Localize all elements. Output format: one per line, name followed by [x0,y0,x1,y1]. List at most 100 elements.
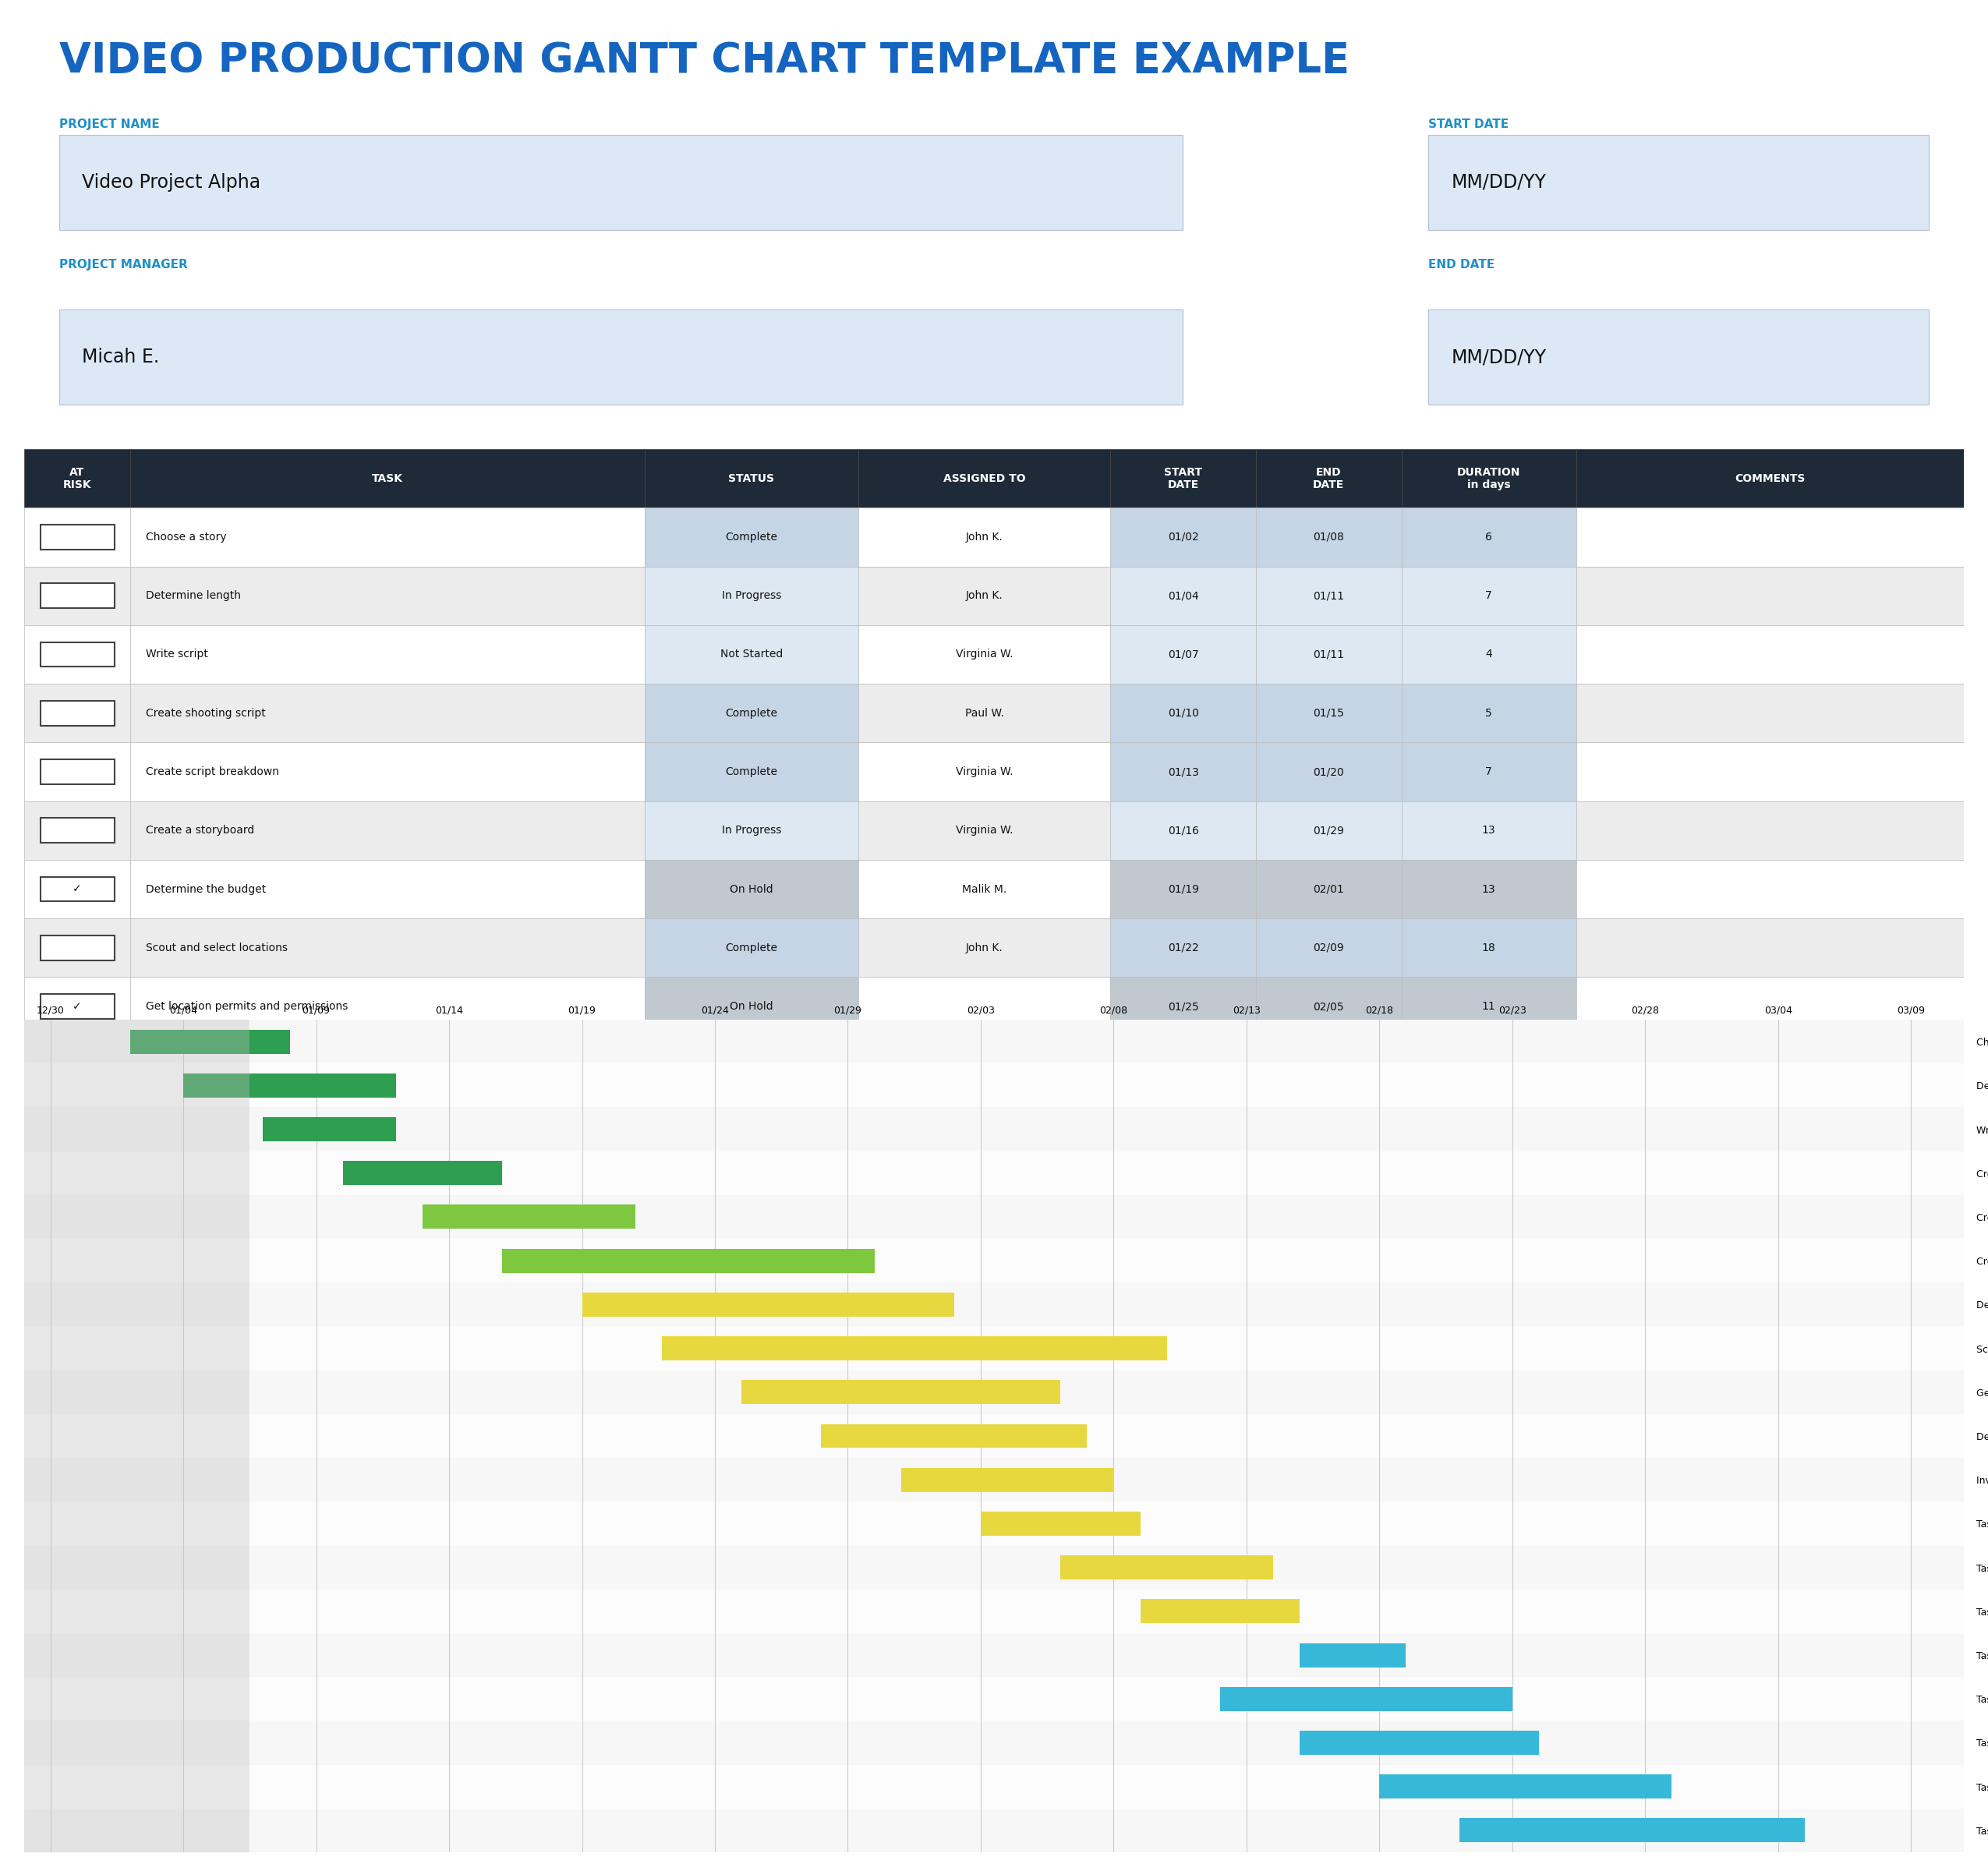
Bar [1402,449,1576,507]
Bar [40,584,113,608]
Bar [24,449,131,507]
Bar [40,994,113,1020]
Text: 13: 13 [1481,825,1495,836]
Bar [1459,1819,1805,1843]
Text: Complete: Complete [726,707,777,718]
Bar [1402,1037,1576,1095]
Bar [859,743,1111,801]
Bar [859,861,1111,919]
Text: Determine length: Determine length [145,589,241,601]
Bar [24,683,131,743]
Text: 01/10: 01/10 [1167,707,1199,718]
Text: 01/20: 01/20 [1314,767,1344,776]
Text: 7: 7 [1485,589,1493,601]
Text: 9: 9 [1485,1059,1493,1070]
Text: In Progress: In Progress [722,825,781,836]
Bar [859,625,1111,683]
Bar [131,1037,644,1095]
Text: 02/01: 02/01 [1314,883,1344,894]
Bar [24,1284,1964,1327]
Bar [1111,449,1256,507]
Bar [582,1293,954,1317]
Text: 01/07: 01/07 [1167,649,1199,660]
Text: START DATE: START DATE [1427,118,1509,131]
Text: Get location permits and permissions: Get location permits and permissions [145,1001,348,1012]
Bar [644,977,859,1037]
Bar [662,1336,1167,1360]
Text: END DATE: END DATE [1427,258,1495,269]
Text: VIDEO PRODUCTION GANTT CHART TEMPLATE EXAMPLE: VIDEO PRODUCTION GANTT CHART TEMPLATE EX… [60,41,1350,80]
Bar [60,135,1183,230]
Text: Malik M.: Malik M. [962,883,1006,894]
Text: 01/08: 01/08 [1314,531,1344,543]
Bar [859,1037,1111,1095]
Text: 01/16: 01/16 [1167,825,1199,836]
Bar [24,1239,1964,1284]
Bar [1221,1688,1513,1710]
Text: MM/DD/YY: MM/DD/YY [1451,172,1547,191]
Text: ✓: ✓ [74,883,82,894]
Text: 13: 13 [1481,883,1495,894]
Bar [644,567,859,625]
Bar [40,524,113,550]
Bar [1427,309,1928,404]
Bar [1576,743,1964,801]
Text: Scout and select locations: Scout and select locations [145,943,288,954]
Bar [1402,977,1576,1037]
Bar [40,818,113,842]
Bar [644,919,859,977]
Bar [24,1588,1964,1633]
Bar [821,1424,1087,1448]
Bar [1141,1600,1300,1624]
Text: John K.: John K. [966,943,1002,954]
Bar [1111,919,1256,977]
Bar [644,683,859,743]
Text: Virginia W.: Virginia W. [956,649,1014,660]
Bar [24,1545,1964,1588]
Bar [423,1205,636,1229]
Bar [131,625,644,683]
Bar [859,567,1111,625]
Bar [1427,135,1928,230]
Bar [742,1381,1060,1405]
Text: John K.: John K. [966,531,1002,543]
Bar [901,1467,1113,1491]
Bar [1402,919,1576,977]
Text: 18: 18 [1481,943,1495,954]
Text: Complete: Complete [726,531,777,543]
Text: Create shooting script: Create shooting script [145,707,266,718]
Bar [1256,449,1402,507]
Text: Paul W.: Paul W. [964,707,1004,718]
Bar [131,861,644,919]
Bar [1111,507,1256,567]
Bar [1111,625,1256,683]
Bar [24,1458,1964,1502]
Bar [131,801,644,861]
Text: TASK: TASK [372,473,404,485]
Bar [342,1162,503,1184]
Bar [24,1676,1964,1721]
Text: 11: 11 [1481,1001,1495,1012]
Text: 5: 5 [1485,707,1493,718]
Text: In Progress: In Progress [722,589,781,601]
Bar [1576,449,1964,507]
Text: COMMENTS: COMMENTS [1736,473,1805,485]
Text: Complete: Complete [726,1059,777,1070]
Bar [1576,567,1964,625]
Bar [24,1809,1964,1852]
Text: 7: 7 [1485,767,1493,776]
Bar [24,1721,1964,1764]
Text: Not Started: Not Started [720,649,783,660]
Bar [1576,861,1964,919]
Bar [1576,801,1964,861]
Bar [24,919,131,977]
Bar [131,743,644,801]
Text: START
DATE: START DATE [1165,466,1203,490]
Bar [24,567,131,625]
Bar [1300,1731,1539,1755]
Bar [24,1196,1964,1239]
Text: END
DATE: END DATE [1312,466,1344,490]
Bar [24,977,131,1037]
Bar [644,743,859,801]
Bar [40,760,113,784]
